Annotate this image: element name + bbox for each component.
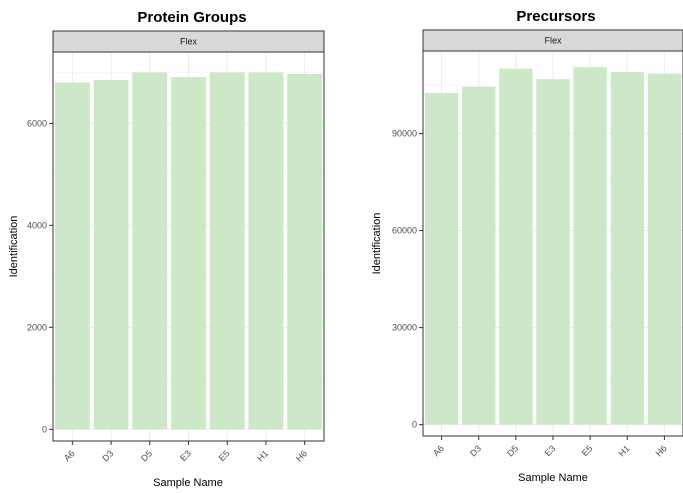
x-tick-label: H1	[255, 448, 270, 463]
y-tick-label: 4000	[27, 220, 47, 230]
chart-title: Protein Groups	[137, 9, 246, 26]
x-tick-label: A6	[62, 448, 77, 463]
x-tick-label: D3	[468, 443, 483, 458]
x-tick-label: D5	[505, 443, 520, 458]
y-tick-label: 30000	[392, 323, 417, 333]
facet-strip-label: Flex	[544, 36, 562, 46]
bar-e5	[209, 72, 245, 430]
x-axis-title: Sample Name	[153, 477, 223, 489]
y-tick-label: 0	[412, 420, 417, 430]
bar-a6	[424, 93, 459, 425]
bar-d3	[93, 80, 129, 430]
x-axis-title: Sample Name	[518, 472, 588, 484]
chart-title: Precursors	[516, 8, 595, 25]
x-tick-label: E5	[217, 448, 232, 463]
bar-a6	[54, 82, 90, 430]
chart-panel-1: Protein Groups Flex 0 2000 4000 6000 A6 D3 D5 E3 E…	[8, 9, 325, 489]
bar-h1	[610, 72, 644, 425]
y-tick-label: 60000	[392, 226, 417, 236]
bar-e3	[171, 76, 206, 430]
x-tick-label: E5	[580, 443, 595, 458]
y-tick-label: 90000	[392, 129, 417, 139]
facet-strip-label: Flex	[180, 37, 198, 47]
bar-d3	[462, 86, 496, 425]
bar-e3	[536, 79, 570, 425]
bar-d5	[499, 68, 533, 425]
x-tick-label: D5	[139, 448, 154, 463]
y-tick-label: 0	[42, 424, 47, 434]
y-axis-title: Identification	[8, 216, 20, 278]
x-tick-label: A6	[431, 443, 446, 458]
bar-e5	[573, 67, 607, 425]
x-tick-label: H6	[654, 443, 669, 458]
chart-panel-2: Precursors Flex 0 30000 60000 90000 A6 D3 D5 E3 E5…	[371, 8, 683, 484]
x-tick-label: H6	[294, 448, 309, 463]
x-tick-label: H1	[616, 443, 631, 458]
bar-h1	[248, 72, 284, 430]
bar-h6	[647, 73, 682, 425]
y-tick-label: 2000	[27, 322, 47, 332]
bar-h6	[287, 73, 323, 430]
y-tick-label: 6000	[27, 118, 47, 128]
x-tick-label: E3	[543, 443, 558, 458]
x-tick-label: D3	[100, 448, 115, 463]
y-axis-title: Identification	[371, 213, 383, 275]
bar-d5	[132, 72, 168, 430]
x-tick-label: E3	[178, 448, 193, 463]
